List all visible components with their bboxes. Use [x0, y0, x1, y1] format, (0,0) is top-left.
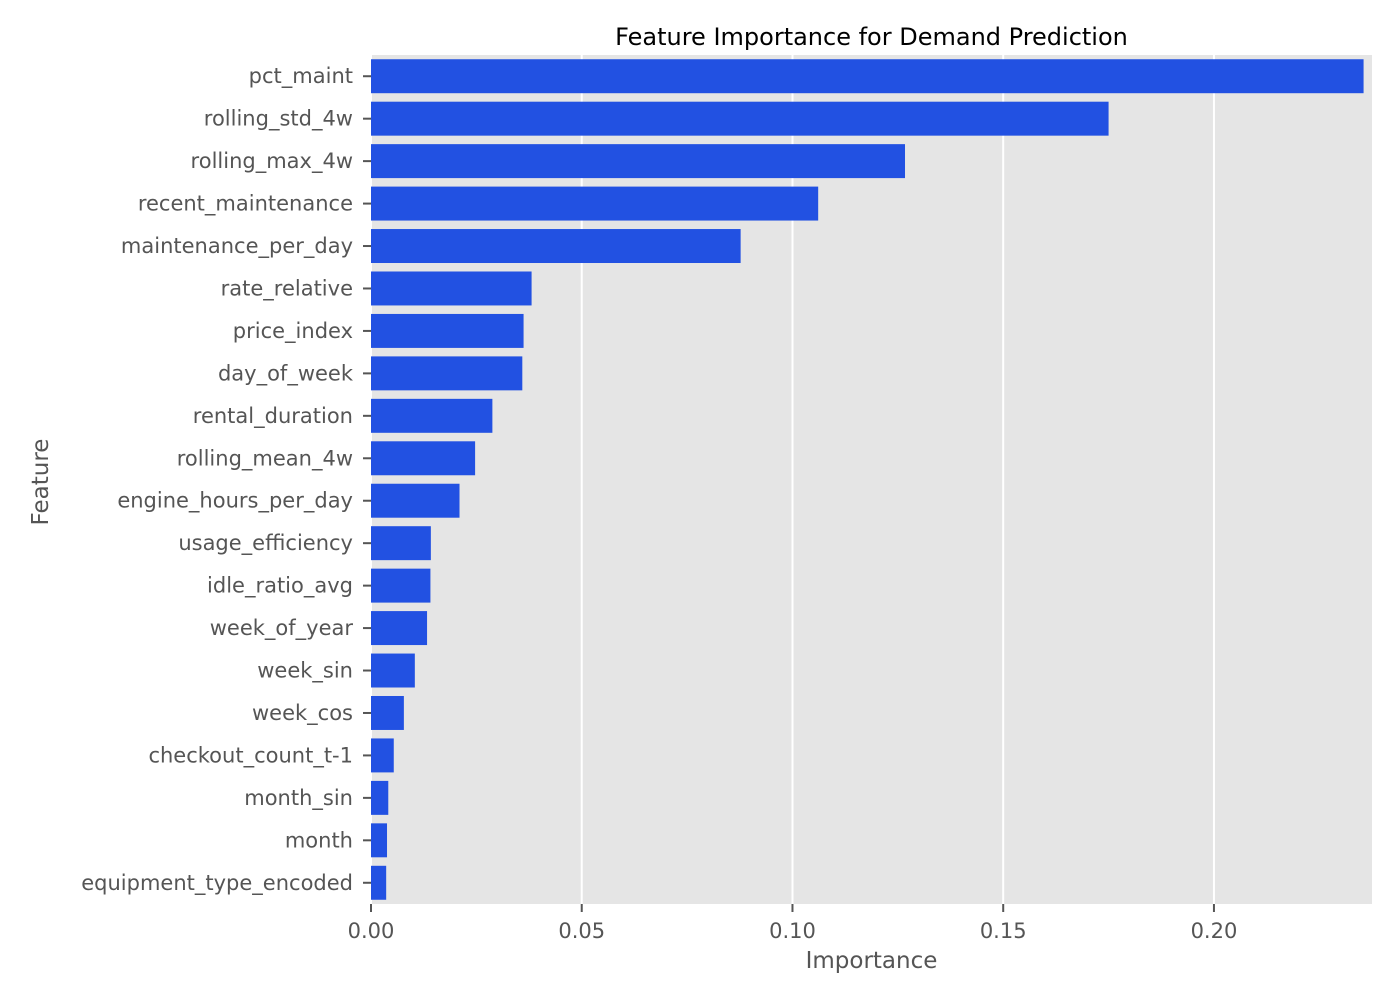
y-tick-label: rolling_max_4w — [191, 149, 353, 174]
y-tick-label: engine_hours_per_day — [117, 489, 353, 514]
bar — [371, 611, 428, 646]
x-axis-label: Importance — [806, 948, 938, 974]
bar — [371, 356, 523, 391]
y-tick-label: rental_duration — [193, 404, 353, 429]
y-tick-label: week_of_year — [210, 616, 354, 641]
bar — [371, 271, 532, 306]
chart-title: Feature Importance for Demand Prediction — [615, 23, 1128, 51]
y-tick-label: equipment_type_encoded — [81, 871, 353, 896]
x-axis-ticks: 0.00 0.05 0.10 0.15 0.20 — [348, 904, 1238, 943]
bar — [371, 865, 387, 900]
bar — [371, 144, 906, 179]
y-tick-label: month — [285, 828, 353, 852]
x-tick-label: 0.05 — [558, 919, 605, 943]
x-tick-label: 0.15 — [980, 919, 1027, 943]
bar — [371, 441, 476, 476]
x-tick-label: 0.20 — [1191, 919, 1238, 943]
x-tick-label: 0.00 — [348, 919, 395, 943]
x-tick-label: 0.10 — [769, 919, 816, 943]
bar — [371, 738, 394, 773]
y-axis-label: Feature — [28, 439, 54, 526]
bar — [371, 653, 415, 688]
bar — [371, 483, 460, 518]
y-tick-label: pct_maint — [249, 64, 353, 89]
y-tick-label: rolling_std_4w — [204, 107, 353, 132]
y-tick-label: price_index — [233, 319, 353, 344]
bar — [371, 695, 404, 730]
bar — [371, 229, 741, 264]
bar — [371, 398, 493, 433]
bar — [371, 101, 1109, 136]
y-tick-label: day_of_week — [218, 361, 354, 386]
y-tick-label: maintenance_per_day — [121, 234, 353, 259]
plot-background — [371, 55, 1372, 904]
bars — [371, 59, 1364, 900]
bar — [371, 186, 819, 221]
y-tick-label: usage_efficiency — [178, 531, 353, 556]
y-tick-label: idle_ratio_avg — [207, 574, 353, 599]
bar — [371, 823, 388, 858]
y-tick-label: month_sin — [244, 786, 353, 811]
y-tick-label: week_sin — [257, 659, 353, 684]
y-tick-label: rate_relative — [221, 276, 353, 301]
bar — [371, 568, 431, 603]
y-tick-label: week_cos — [252, 701, 353, 726]
bar — [371, 780, 389, 815]
bar — [371, 313, 524, 348]
bar — [371, 526, 431, 561]
y-tick-label: recent_maintenance — [138, 192, 353, 217]
y-tick-label: checkout_count_t-1 — [148, 743, 353, 768]
bar — [371, 59, 1364, 94]
y-tick-label: rolling_mean_4w — [177, 446, 353, 471]
y-axis-ticks: pct_maint rolling_std_4w rolling_max_4wrec… — [81, 64, 371, 896]
